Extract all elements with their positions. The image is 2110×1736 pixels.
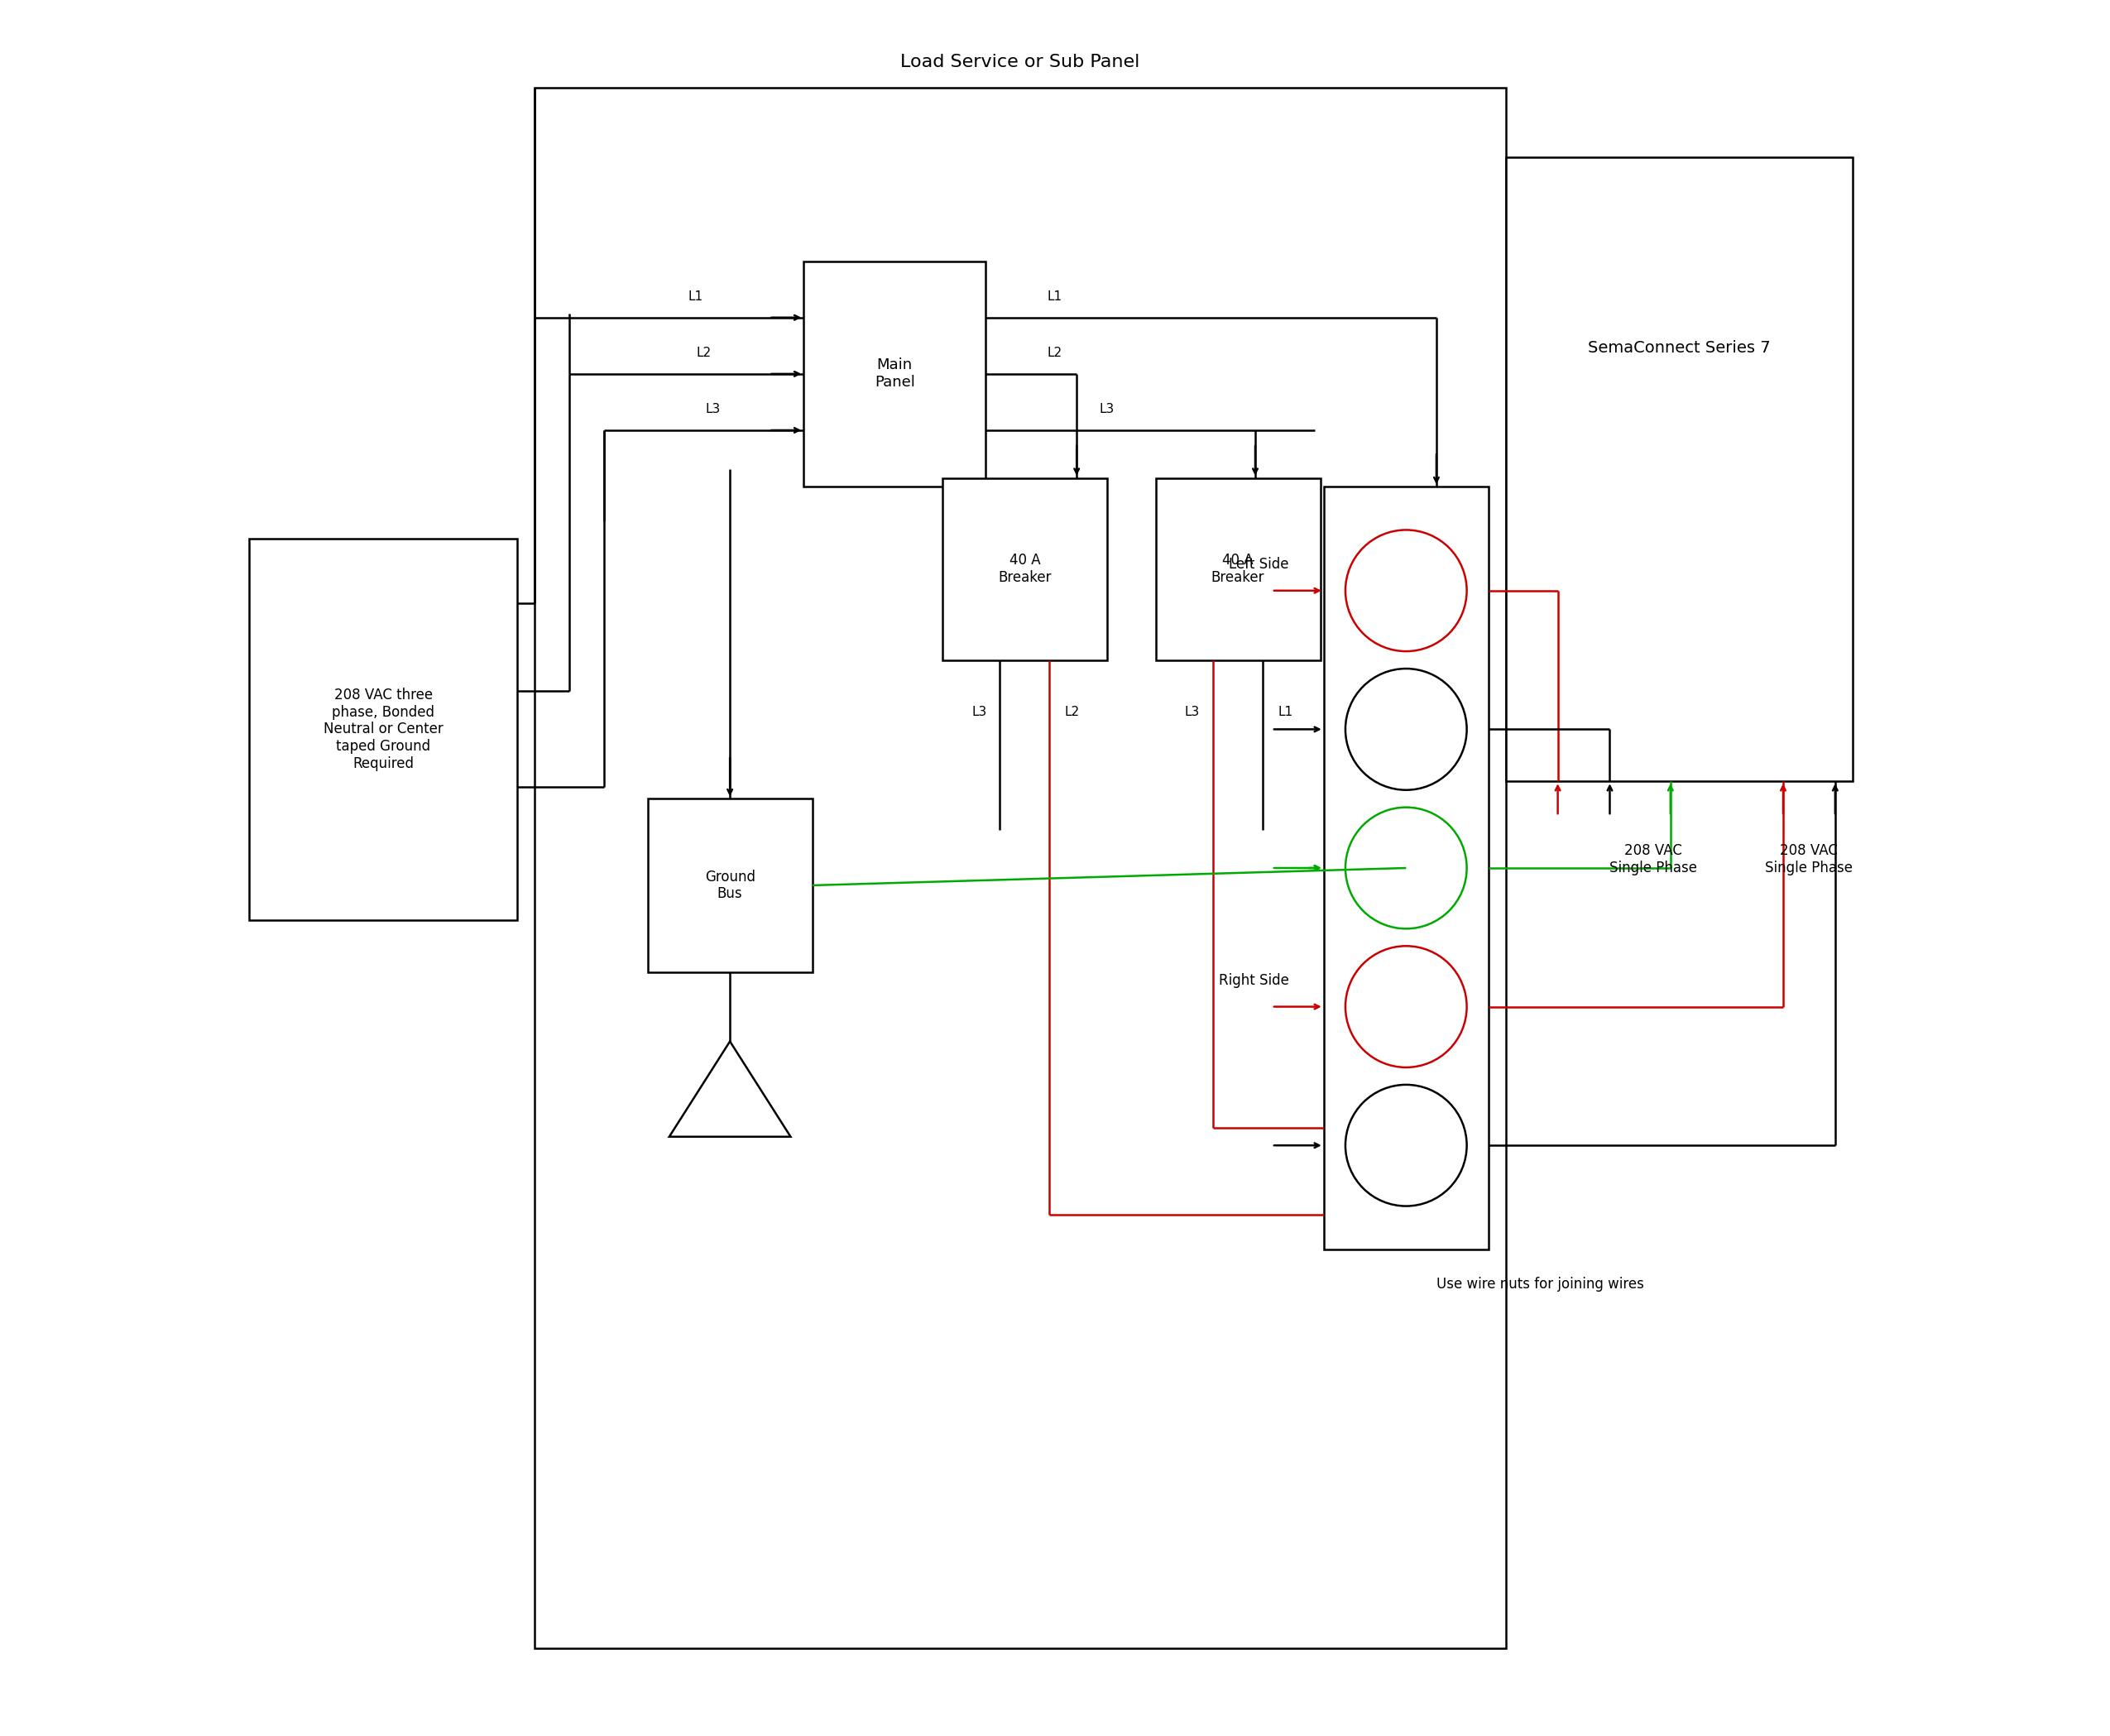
Bar [804, 260, 985, 486]
Bar [536, 89, 1507, 1647]
Text: L3: L3 [971, 707, 987, 719]
Text: L2: L2 [696, 347, 711, 359]
Text: L2: L2 [1063, 707, 1080, 719]
Text: L1: L1 [1047, 290, 1063, 304]
Bar [249, 538, 517, 920]
Polygon shape [669, 1042, 791, 1137]
Text: L3: L3 [1186, 707, 1201, 719]
Circle shape [1346, 946, 1466, 1068]
Bar [648, 799, 812, 972]
Text: 208 VAC
Single Phase: 208 VAC Single Phase [1610, 844, 1696, 875]
Text: 208 VAC three
phase, Bonded
Neutral or Center
taped Ground
Required: 208 VAC three phase, Bonded Neutral or C… [323, 687, 443, 771]
Text: 40 A
Breaker: 40 A Breaker [1211, 552, 1264, 585]
Text: L3: L3 [1099, 403, 1114, 415]
Text: 208 VAC
Single Phase: 208 VAC Single Phase [1766, 844, 1853, 875]
Text: L1: L1 [688, 290, 703, 304]
Bar [1507, 158, 1853, 781]
Text: L3: L3 [705, 403, 720, 415]
Text: Load Service or Sub Panel: Load Service or Sub Panel [901, 54, 1139, 69]
Bar [1156, 477, 1321, 660]
Text: SemaConnect Series 7: SemaConnect Series 7 [1589, 340, 1770, 356]
Text: Main
Panel: Main Panel [874, 358, 916, 391]
Bar [1323, 486, 1488, 1250]
Text: L1: L1 [1279, 707, 1293, 719]
Text: Ground
Bus: Ground Bus [705, 870, 755, 901]
Circle shape [1346, 807, 1466, 929]
Bar [943, 477, 1108, 660]
Text: Left Side: Left Side [1228, 557, 1289, 573]
Text: Use wire nuts for joining wires: Use wire nuts for joining wires [1437, 1276, 1644, 1292]
Text: Right Side: Right Side [1220, 974, 1289, 988]
Circle shape [1346, 1085, 1466, 1207]
Circle shape [1346, 668, 1466, 790]
Circle shape [1346, 529, 1466, 651]
Text: L2: L2 [1047, 347, 1063, 359]
Text: 40 A
Breaker: 40 A Breaker [998, 552, 1051, 585]
